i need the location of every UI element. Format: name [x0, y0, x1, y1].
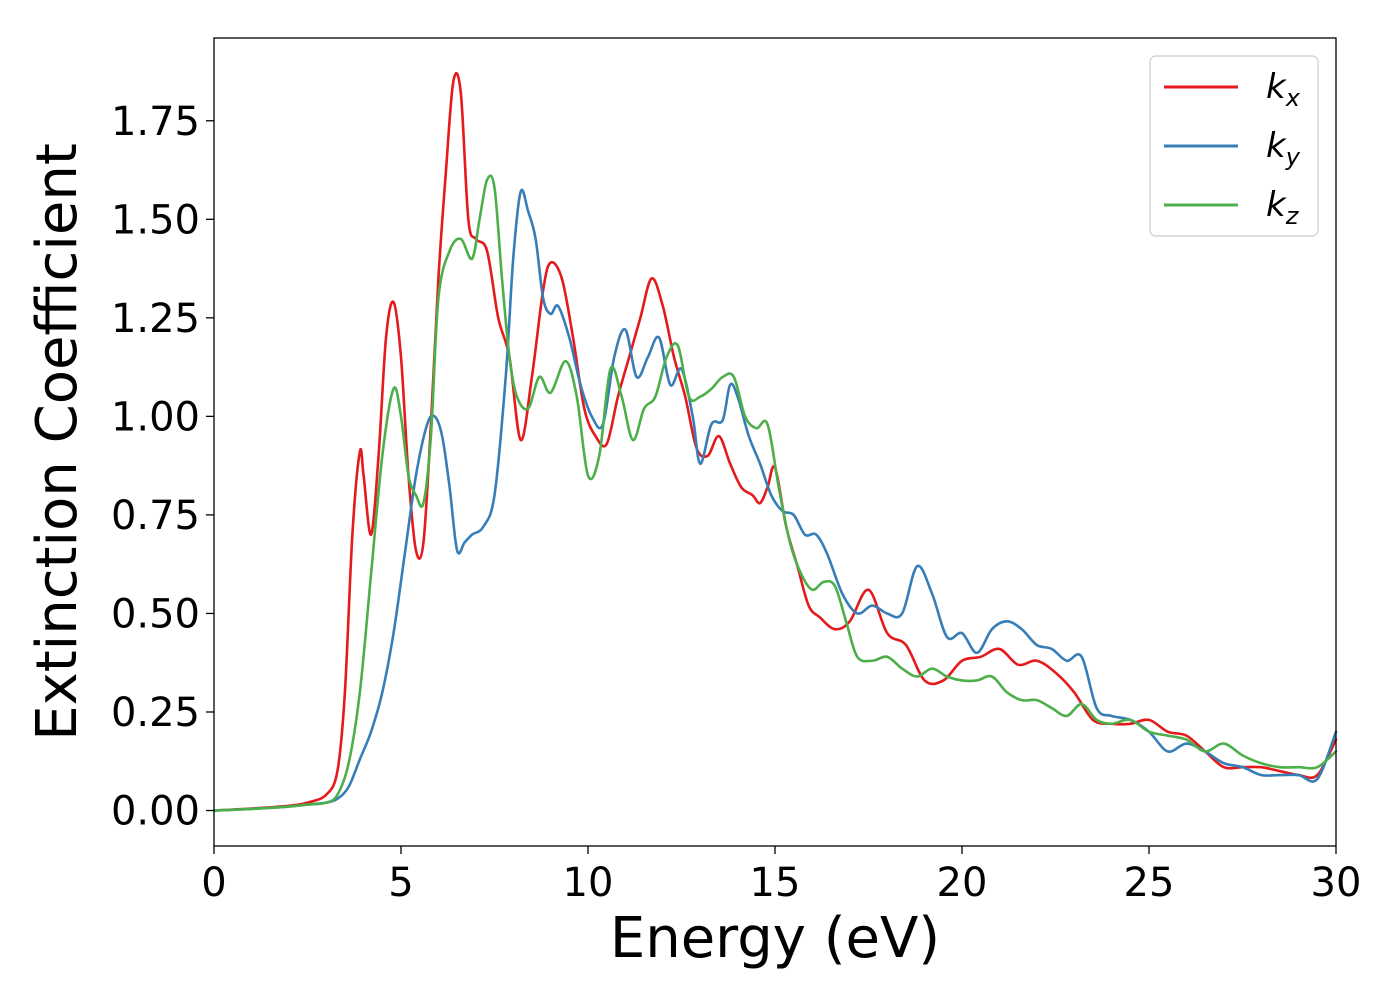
y-axis-title: Extinction Coefficient — [25, 143, 90, 741]
y-tick-label: 0.75 — [111, 493, 200, 539]
x-tick-label: 30 — [1311, 860, 1362, 906]
series-line-z — [212, 174, 1338, 812]
x-tick-label: 15 — [750, 860, 801, 906]
plot-background — [214, 38, 1336, 846]
x-axis-ticks: 0 5 10 15 20 25 30 — [201, 846, 1361, 906]
x-tick-label: 25 — [1124, 860, 1175, 906]
x-tick-label: 0 — [201, 860, 226, 906]
y-tick-label: 1.50 — [111, 197, 200, 243]
y-axis-ticks: 0.00 0.25 0.50 0.75 1.00 1.25 1.50 1.75 — [111, 99, 214, 835]
series-lines — [212, 71, 1338, 812]
x-tick-label: 20 — [937, 860, 988, 906]
series-line-x — [212, 71, 1338, 812]
x-tick-label: 5 — [388, 860, 413, 906]
y-tick-label: 1.00 — [111, 394, 200, 440]
y-tick-label: 0.25 — [111, 690, 200, 736]
y-tick-label: 0.00 — [111, 789, 200, 835]
y-tick-label: 0.50 — [111, 591, 200, 637]
legend-label-y: ky — [1266, 126, 1301, 171]
x-axis-title: Energy (eV) — [610, 906, 940, 971]
y-tick-label: 1.25 — [111, 296, 200, 342]
series-line-y — [212, 188, 1338, 812]
y-tick-label: 1.75 — [111, 99, 200, 145]
x-tick-label: 10 — [563, 860, 614, 906]
